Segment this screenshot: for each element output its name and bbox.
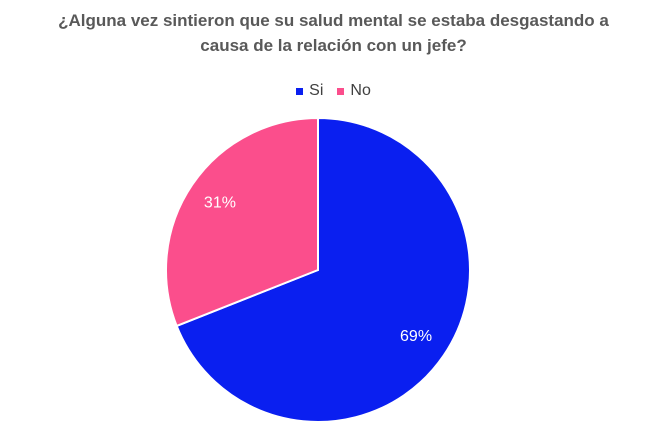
pie-slice-si — [175, 116, 471, 423]
legend-item-no: No — [337, 82, 371, 100]
legend-label-no: No — [350, 82, 371, 99]
data-label-si: 69% — [400, 328, 432, 345]
data-label-no: 31% — [204, 195, 236, 212]
chart-title: ¿Alguna vez sintieron que su salud menta… — [0, 8, 667, 58]
chart-legend: Si No — [0, 82, 667, 100]
chart-title-line-2: causa de la relación con un jefe? — [200, 36, 467, 55]
chart-title-line-1: ¿Alguna vez sintieron que su salud menta… — [58, 11, 609, 30]
legend-item-si: Si — [296, 82, 323, 100]
legend-swatch-no — [337, 87, 345, 95]
pie-slice-no — [165, 116, 319, 328]
legend-label-si: Si — [309, 82, 324, 99]
legend-swatch-si — [296, 87, 304, 95]
